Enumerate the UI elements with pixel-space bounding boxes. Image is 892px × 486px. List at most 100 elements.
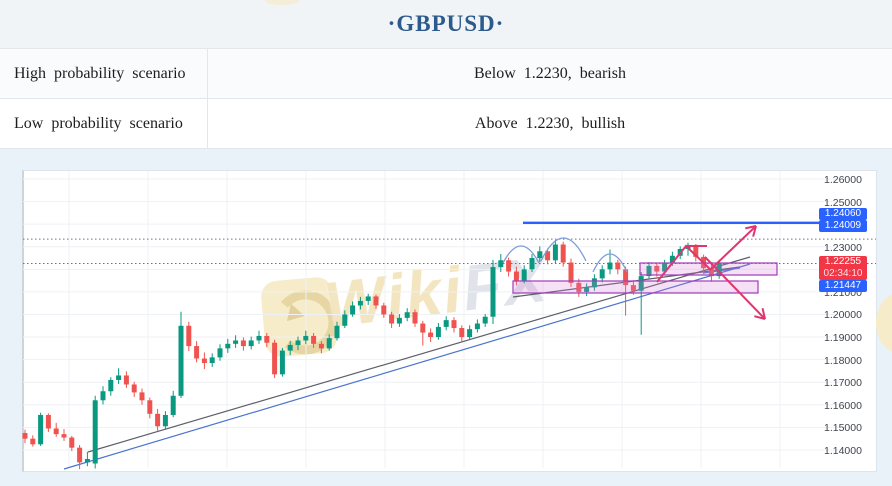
candle — [638, 276, 644, 291]
table-row: High probability scenario Below 1.2230, … — [0, 49, 892, 99]
axis-price-label: 1.19000 — [824, 332, 862, 345]
candle — [100, 391, 106, 401]
scenario-label: High probability scenario — [14, 64, 186, 82]
axis-price-label: 1.15000 — [824, 422, 862, 435]
candle — [529, 258, 535, 270]
consolidation-zone[interactable] — [639, 262, 778, 276]
candle — [576, 282, 582, 292]
candle — [490, 267, 496, 317]
price-chart-panel[interactable]: WikiFX 1.26000 1.25000 1.23000 1.21000 1.200… — [22, 170, 892, 472]
candle — [155, 413, 161, 427]
candle — [318, 343, 324, 349]
candle — [342, 314, 348, 326]
candle — [279, 350, 285, 375]
candle — [669, 255, 675, 263]
candle — [396, 317, 402, 324]
axis-price-label: 1.26000 — [824, 174, 862, 186]
candle — [45, 414, 51, 429]
candle — [209, 357, 215, 364]
candle — [201, 358, 207, 364]
candle — [131, 384, 137, 393]
candle — [108, 379, 114, 392]
price-level-badge: 1.21447 — [819, 280, 867, 292]
candle — [537, 251, 543, 259]
candle — [521, 269, 527, 281]
axis-price-label: 1.25000 — [824, 196, 862, 209]
candle — [240, 340, 246, 347]
candle — [272, 342, 278, 375]
candle — [584, 287, 590, 292]
scenario-table: High probability scenario Below 1.2230, … — [0, 49, 892, 149]
scenario-value-cell: Above 1.2230, bullish — [208, 99, 892, 148]
candle — [162, 414, 168, 427]
candle — [693, 244, 699, 257]
axis-price-label: 1.23000 — [824, 241, 862, 254]
scenario-value-cell: Below 1.2230, bearish — [208, 49, 892, 98]
candle — [420, 323, 426, 333]
scenario-value: Below 1.2230, bearish — [474, 64, 626, 82]
candle — [654, 265, 660, 272]
candle — [591, 278, 597, 288]
candle — [84, 458, 90, 463]
candle — [326, 338, 332, 349]
candle — [646, 265, 652, 277]
candle — [225, 343, 231, 349]
bullish-scenario-arrow-head — [752, 225, 757, 237]
candle — [412, 312, 418, 324]
candle — [373, 296, 379, 306]
candle — [443, 320, 449, 327]
scenario-label: Low probability scenario — [14, 114, 183, 132]
rounding-top-arc[interactable] — [592, 253, 628, 273]
candle — [451, 320, 457, 329]
candle — [506, 260, 512, 272]
candle — [287, 344, 293, 351]
candle — [256, 335, 262, 341]
candle — [123, 375, 129, 385]
consolidation-zone[interactable] — [512, 280, 759, 294]
candle — [381, 305, 387, 315]
candles — [22, 239, 722, 470]
candle — [69, 437, 75, 448]
bullish-scenario-arrow[interactable] — [710, 225, 757, 270]
candle — [389, 314, 395, 324]
candle — [170, 395, 176, 415]
price-level-badge: 1.24009 — [819, 220, 867, 232]
candlestick-chart[interactable] — [22, 170, 877, 472]
rounding-top-arc[interactable] — [502, 245, 540, 264]
page-title: ·GBPUSD· — [387, 11, 505, 36]
candle — [662, 262, 668, 272]
candle — [404, 312, 410, 318]
candle — [357, 300, 363, 306]
candle — [623, 269, 629, 286]
candle — [22, 433, 28, 439]
candle — [194, 346, 200, 359]
scenario-value: Above 1.2230, bullish — [474, 114, 626, 132]
candle — [552, 244, 558, 261]
candle — [264, 335, 270, 343]
axis-price-label: 1.17000 — [824, 377, 862, 390]
candle — [38, 414, 44, 445]
candle — [139, 392, 145, 401]
candle — [467, 329, 473, 338]
bearish-scenario-arrow-head — [761, 308, 766, 320]
candle — [599, 269, 605, 279]
candle — [53, 428, 59, 435]
candle — [233, 340, 239, 344]
axis-price-label: 1.16000 — [824, 399, 862, 412]
candle — [92, 400, 98, 464]
candle — [61, 434, 67, 438]
axis-price-label: 1.20000 — [824, 309, 862, 322]
candle — [186, 325, 192, 347]
rounding-top-arc[interactable] — [540, 237, 587, 262]
candle — [428, 332, 434, 338]
candle — [482, 316, 488, 324]
candle — [248, 340, 254, 347]
page-header: ·GBPUSD· — [0, 0, 892, 49]
candle — [178, 325, 184, 396]
candle — [498, 260, 504, 268]
candle — [334, 325, 340, 339]
trendline[interactable] — [63, 263, 751, 470]
bearish-scenario-arrow[interactable] — [704, 256, 766, 320]
candle — [474, 323, 480, 330]
